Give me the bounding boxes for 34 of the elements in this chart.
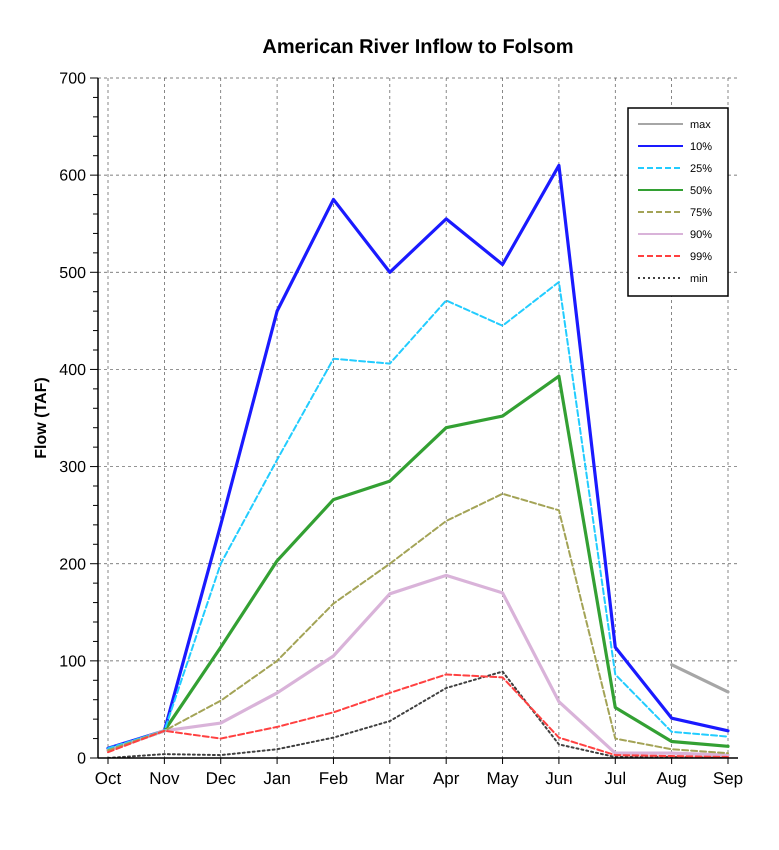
line-series <box>107 281 729 750</box>
legend-label: 10% <box>690 140 712 153</box>
legend-label: 75% <box>690 206 712 219</box>
y-tick-label: 700 <box>59 70 86 88</box>
x-tick-label: Sep <box>712 769 744 788</box>
chart-title: American River Inflow to Folsom <box>262 36 574 58</box>
legend-label: 50% <box>690 184 712 197</box>
y-tick-label: 200 <box>59 556 86 574</box>
y-tick-label: 600 <box>59 168 86 185</box>
legend-label: 99% <box>690 250 712 263</box>
x-tick-label: Jan <box>263 769 291 788</box>
y-tick-label: 400 <box>59 362 86 380</box>
x-tick-label: Apr <box>432 769 460 788</box>
line-series <box>107 492 729 754</box>
legend-label: 90% <box>690 228 712 241</box>
x-tick-label: Oct <box>94 769 122 788</box>
y-tick-label: 100 <box>59 653 86 670</box>
x-tick-label: Nov <box>149 769 180 788</box>
x-tick-label: May <box>486 769 520 788</box>
legend-label: max <box>690 118 712 131</box>
x-tick-label: Feb <box>318 769 348 788</box>
legend-label: min <box>690 272 708 285</box>
y-axis-title: Flow (TAF) <box>33 377 50 459</box>
y-tick-label: 500 <box>59 264 86 282</box>
line-series <box>106 574 730 757</box>
x-tick-label: Jul <box>604 769 626 788</box>
x-tick-label: Mar <box>375 769 405 788</box>
x-tick-label: Aug <box>656 769 687 788</box>
y-tick-label: 0 <box>77 750 86 768</box>
x-tick-label: Jun <box>545 769 573 788</box>
line-series <box>106 164 730 750</box>
x-tick-label: Dec <box>206 769 236 788</box>
legend-label: 25% <box>690 162 712 175</box>
y-tick-label: 300 <box>59 459 86 476</box>
